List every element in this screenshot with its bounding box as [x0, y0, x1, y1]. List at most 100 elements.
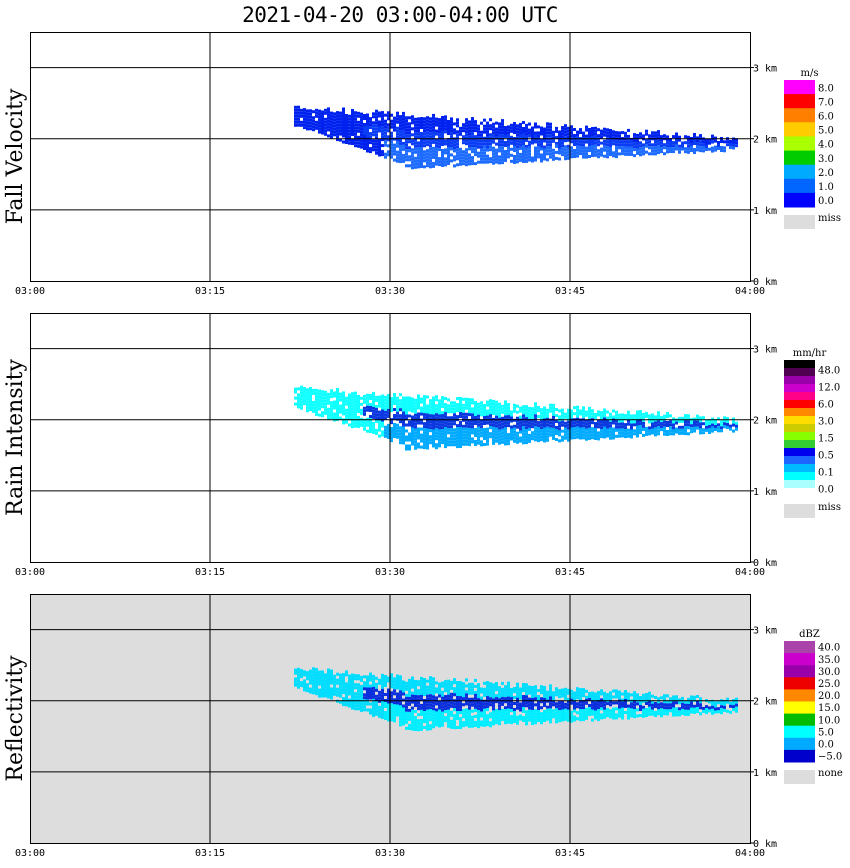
echo-cell [387, 715, 390, 719]
echo-cell [309, 118, 312, 122]
echo-cell [576, 133, 579, 137]
echo-cell [417, 394, 420, 398]
echo-cell [297, 685, 300, 689]
echo-cell [597, 706, 600, 710]
echo-cell [369, 120, 372, 124]
echo-cell [582, 712, 585, 716]
echo-cell [522, 432, 525, 436]
echo-cell [555, 144, 558, 148]
echo-cell [336, 415, 339, 418]
echo-cell [540, 715, 543, 719]
echo-cell [546, 438, 549, 442]
echo-cell [534, 417, 537, 421]
echo-cell [486, 693, 489, 697]
echo-cell [633, 697, 636, 701]
echo-cell [522, 133, 525, 136]
echo-cell [300, 397, 303, 401]
echo-cell [573, 427, 576, 431]
echo-cell [399, 136, 402, 140]
echo-cell [396, 126, 399, 130]
echo-cell [540, 688, 543, 692]
echo-cell [498, 155, 501, 159]
echo-cell [714, 428, 717, 431]
echo-cell [624, 432, 627, 436]
echo-cell [447, 132, 450, 135]
echo-cell [429, 411, 432, 415]
echo-cell [492, 692, 495, 696]
echo-cell [507, 131, 510, 135]
echo-cell [621, 146, 624, 150]
echo-cell [654, 427, 657, 431]
echo-cell [420, 117, 423, 120]
echo-cell [357, 398, 360, 401]
echo-cell [474, 150, 477, 154]
echo-cell [408, 696, 411, 700]
echo-cell [468, 700, 471, 704]
echo-cell [435, 437, 438, 441]
echo-cell [477, 692, 480, 696]
echo-cell [528, 712, 531, 716]
echo-cell [669, 150, 672, 153]
echo-cell [612, 430, 615, 434]
echo-cell [585, 431, 588, 435]
echo-cell [336, 403, 339, 406]
echo-cell [447, 709, 450, 713]
echo-cell [513, 146, 516, 149]
echo-cell [477, 154, 480, 158]
echo-cell [450, 135, 453, 139]
echo-cell [498, 686, 501, 690]
echo-cell [405, 696, 408, 700]
echo-cell [486, 142, 489, 146]
echo-cell [552, 715, 555, 719]
echo-cell [726, 423, 729, 426]
echo-cell [324, 132, 327, 136]
echo-cell [339, 407, 342, 411]
echo-cell [543, 436, 546, 440]
echo-cell [471, 132, 474, 136]
echo-cell [732, 429, 735, 433]
echo-cell [693, 704, 696, 708]
echo-cell [519, 690, 522, 694]
echo-cell [426, 395, 429, 399]
echo-cell [492, 125, 495, 129]
echo-cell [633, 414, 636, 418]
echo-cell [600, 689, 603, 693]
echo-cell [351, 112, 354, 115]
echo-cell [609, 430, 612, 434]
echo-cell [567, 429, 570, 433]
echo-cell [324, 694, 327, 698]
echo-cell [597, 425, 600, 429]
echo-cell [543, 433, 546, 437]
echo-cell [306, 388, 309, 392]
echo-cell [435, 132, 438, 136]
echo-cell [543, 151, 546, 155]
echo-cell [396, 141, 399, 145]
echo-cell [615, 416, 618, 420]
echo-cell [531, 695, 534, 698]
echo-cell [426, 446, 429, 450]
echo-cell [405, 128, 408, 132]
echo-cell [660, 141, 663, 145]
echo-cell [516, 718, 519, 722]
echo-cell [558, 148, 561, 152]
echo-cell [453, 164, 456, 168]
echo-cell [384, 678, 387, 681]
echo-cell [315, 108, 318, 112]
echo-cell [597, 128, 600, 132]
echo-cell [405, 119, 408, 123]
echo-cell [588, 704, 591, 707]
echo-cell [420, 412, 423, 416]
echo-cell [648, 700, 651, 704]
echo-cell [711, 149, 714, 153]
echo-cell [612, 142, 615, 146]
echo-cell [573, 430, 576, 434]
echo-cell [465, 148, 468, 152]
echo-cell [387, 408, 390, 412]
legend-swatch [784, 192, 815, 208]
echo-cell [444, 436, 447, 440]
echo-cell [435, 714, 438, 718]
echo-cell [492, 713, 495, 717]
echo-cell [324, 408, 327, 412]
echo-cell [465, 163, 468, 167]
echo-cell [423, 711, 426, 714]
